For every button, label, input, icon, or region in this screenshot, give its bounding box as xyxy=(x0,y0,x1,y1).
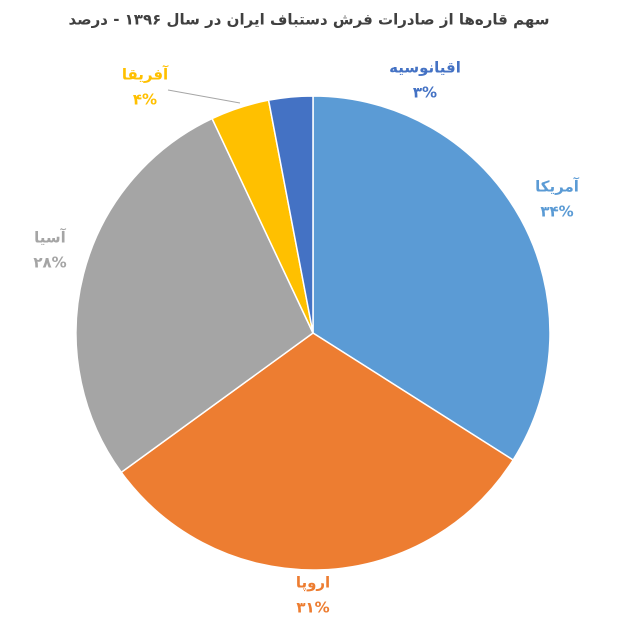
value-label: ۳% xyxy=(413,84,437,102)
pie-slice xyxy=(120,332,515,571)
value-label: ۳۴% xyxy=(540,203,573,221)
pie-slice xyxy=(75,117,314,474)
pie-slice xyxy=(267,95,314,334)
chart-title: سهم قاره‌ها از صادرات فرش دستباف ایران د… xyxy=(68,11,549,29)
leader-line xyxy=(167,89,241,104)
category-label: اقیانوسیه xyxy=(389,59,461,77)
category-label: آفریقا xyxy=(122,66,169,84)
value-label: ۲۸% xyxy=(33,254,66,272)
value-label: ۴% xyxy=(133,91,157,109)
category-label: اروپا xyxy=(296,574,330,593)
pie-slice xyxy=(312,95,551,462)
value-label: ۳۱% xyxy=(296,599,329,617)
category-label: آمریکا xyxy=(535,178,580,196)
category-label: آسیا xyxy=(34,229,67,247)
